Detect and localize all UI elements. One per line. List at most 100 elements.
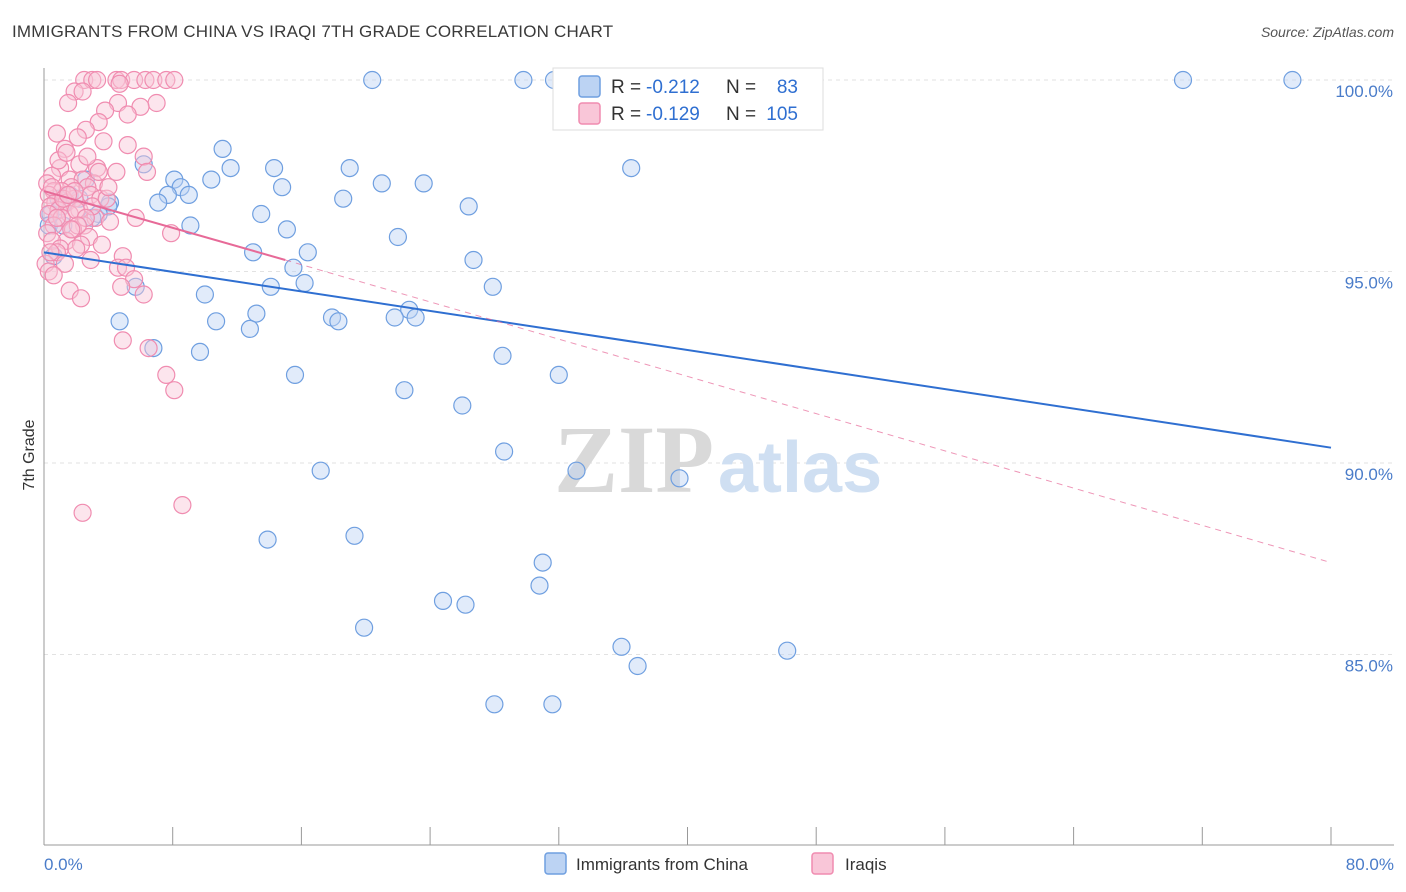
series-iraqis-points [36, 70, 192, 522]
point-china [221, 159, 240, 178]
point-china [485, 695, 504, 714]
stats-china-r-label: R = [611, 77, 641, 98]
point-iraqis [118, 105, 137, 124]
point-china [483, 277, 502, 296]
point-iraqis [41, 243, 60, 262]
point-china [395, 381, 414, 400]
point-china [311, 461, 330, 480]
point-iraqis [47, 124, 67, 143]
point-iraqis [44, 266, 63, 285]
point-china [195, 285, 214, 304]
point-iraqis [100, 212, 120, 231]
stats-china-r-value: -0.212 [646, 77, 700, 98]
point-china [345, 526, 364, 545]
trendline-iraqis-extended [285, 259, 1332, 564]
stats-iraqis-r-label: R = [611, 104, 641, 125]
legend-swatch-iraqis [811, 852, 834, 875]
point-china [493, 346, 512, 365]
stats-swatch-iraqis [578, 102, 601, 125]
point-iraqis [157, 365, 176, 384]
point-china [158, 185, 177, 204]
point-iraqis [134, 147, 153, 166]
point-china [388, 227, 407, 247]
point-iraqis [134, 285, 153, 304]
chart-title: IMMIGRANTS FROM CHINA VS IRAQI 7TH GRADE… [12, 22, 614, 41]
x-ticks [43, 827, 1332, 845]
point-china [456, 595, 475, 614]
point-iraqis [78, 147, 97, 166]
point-iraqis [144, 70, 163, 90]
point-china [334, 189, 353, 208]
trendline-china [43, 251, 1332, 449]
point-iraqis [67, 239, 86, 258]
point-china [258, 530, 277, 549]
point-iraqis [58, 93, 78, 113]
y-tick-label: 95.0% [1345, 274, 1393, 293]
y-tick-label: 90.0% [1345, 465, 1393, 484]
point-china [110, 312, 129, 331]
point-iraqis [173, 496, 192, 515]
point-china [207, 312, 226, 331]
point-china [202, 170, 221, 189]
point-china [252, 204, 271, 224]
point-china [1283, 70, 1302, 90]
y-tick-label: 100.0% [1335, 82, 1393, 101]
point-china [298, 243, 317, 262]
point-china [533, 553, 552, 572]
point-china [612, 637, 631, 656]
point-iraqis [139, 339, 158, 358]
y-tick-labels: 85.0% 90.0% 95.0% 100.0% [1335, 82, 1393, 676]
point-iraqis [118, 136, 137, 155]
point-china [149, 193, 168, 212]
point-china [567, 461, 586, 480]
point-iraqis [110, 74, 129, 93]
point-iraqis [89, 162, 108, 181]
point-china [543, 695, 562, 714]
x-tick-label-max: 80.0% [1346, 855, 1394, 874]
point-china [514, 70, 533, 90]
x-tick-label-min: 0.0% [44, 855, 83, 874]
point-iraqis [57, 143, 76, 162]
point-china [464, 250, 483, 270]
point-china [265, 159, 284, 178]
point-iraqis [71, 289, 91, 308]
point-china [372, 174, 391, 193]
point-iraqis [94, 132, 113, 151]
point-china [285, 365, 305, 384]
point-china [453, 396, 472, 415]
point-china [181, 216, 200, 235]
legend-label-iraqis: Iraqis [845, 855, 887, 874]
point-china [190, 342, 210, 361]
point-china [179, 185, 198, 204]
point-iraqis [97, 189, 116, 208]
point-china [385, 308, 404, 327]
point-china [628, 656, 647, 676]
point-china [240, 319, 259, 338]
point-iraqis [58, 185, 78, 204]
stats-china-n-value: 83 [777, 77, 798, 98]
stats-china-n-label: N = [726, 77, 756, 98]
stats-iraqis-n-value: 105 [766, 104, 798, 125]
point-iraqis [165, 70, 184, 90]
point-china [414, 174, 433, 193]
point-iraqis [112, 277, 131, 296]
point-china [530, 576, 549, 595]
point-china [213, 139, 232, 158]
point-iraqis [73, 82, 92, 101]
point-iraqis [99, 178, 118, 197]
point-china [549, 365, 568, 384]
chart-source: Source: ZipAtlas.com [1260, 24, 1394, 40]
gridlines [44, 79, 1394, 655]
point-iraqis [113, 331, 132, 350]
trendline-iraqis [43, 190, 286, 261]
point-iraqis [73, 503, 92, 522]
point-china [284, 258, 303, 277]
point-china [406, 308, 425, 327]
legend: Immigrants from China Iraqis [544, 852, 887, 875]
point-iraqis [92, 235, 112, 254]
trendlines [43, 190, 1332, 564]
point-china [495, 442, 514, 461]
point-china [329, 312, 348, 331]
point-china [144, 339, 163, 358]
